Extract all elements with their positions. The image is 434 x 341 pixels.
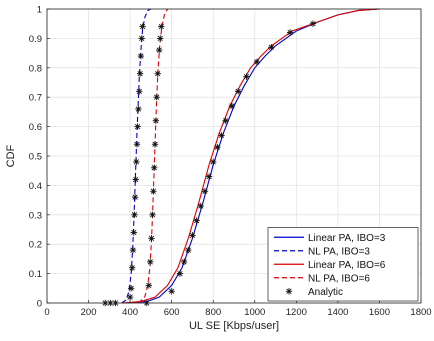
data-point-marker xyxy=(157,35,163,41)
x-tick-label: 800 xyxy=(205,307,221,318)
data-point-marker xyxy=(158,23,164,29)
data-point-marker xyxy=(150,188,156,194)
data-point-marker xyxy=(131,229,137,235)
x-tick-label: 1400 xyxy=(327,307,348,318)
data-point-marker xyxy=(129,265,135,271)
data-point-marker xyxy=(155,70,161,76)
data-point-marker xyxy=(127,294,133,300)
data-point-marker xyxy=(139,35,145,41)
legend-label-analytic: Analytic xyxy=(308,287,343,298)
data-point-marker xyxy=(254,59,260,65)
data-point-marker xyxy=(177,270,183,276)
data-point-marker xyxy=(156,47,162,53)
data-point-marker xyxy=(146,282,152,288)
data-point-marker xyxy=(128,285,134,291)
data-point-marker xyxy=(137,70,143,76)
legend-label-linear-pa-ibo-3: Linear PA, IBO=3 xyxy=(308,233,386,244)
y-tick-label: 0.7 xyxy=(29,93,42,104)
x-tick-label: 600 xyxy=(164,307,180,318)
x-tick-label: 0 xyxy=(44,307,49,318)
x-tick-label: 200 xyxy=(81,307,97,318)
y-tick-label: 0.6 xyxy=(29,122,42,133)
data-point-marker xyxy=(148,235,154,241)
data-point-marker xyxy=(235,88,241,94)
data-point-marker xyxy=(134,141,140,147)
x-tick-label: 1200 xyxy=(286,307,307,318)
y-tick-label: 0.3 xyxy=(29,210,42,221)
data-point-marker xyxy=(218,132,224,138)
data-point-marker xyxy=(287,29,293,35)
data-point-marker xyxy=(202,188,208,194)
legend-label-nl-pa-ibo-6: NL PA, IBO=6 xyxy=(308,273,370,284)
data-point-marker xyxy=(139,23,145,29)
data-point-marker xyxy=(222,118,228,124)
legend: Linear PA, IBO=3 NL PA, IBO=3 Linear PA, I… xyxy=(268,228,418,302)
y-tick-label: 0.5 xyxy=(29,152,42,163)
y-tick-label: 0.1 xyxy=(29,269,42,280)
data-point-marker xyxy=(133,176,139,182)
legend-marker-analytic xyxy=(286,288,292,294)
data-point-marker xyxy=(243,73,249,79)
data-point-marker xyxy=(136,88,142,94)
data-point-marker xyxy=(152,141,158,147)
data-point-marker xyxy=(133,159,139,165)
data-point-marker xyxy=(147,259,153,265)
data-point-marker xyxy=(181,259,187,265)
data-point-marker xyxy=(198,203,204,209)
y-tick-label: 1 xyxy=(37,5,42,16)
data-point-marker xyxy=(138,53,144,59)
y-tick-label: 0.8 xyxy=(29,63,42,74)
data-point-marker xyxy=(149,212,155,218)
data-point-marker xyxy=(130,247,136,253)
data-point-marker xyxy=(206,173,212,179)
data-point-marker xyxy=(151,165,157,171)
y-tick-label: 0.4 xyxy=(29,181,42,192)
data-point-marker xyxy=(168,288,174,294)
y-tick-label: 0.2 xyxy=(29,240,42,251)
y-axis-label: CDF xyxy=(5,144,17,167)
data-point-marker xyxy=(193,217,199,223)
x-axis-label: UL SE [Kbps/user] xyxy=(189,320,279,332)
data-point-marker xyxy=(131,212,137,218)
data-point-marker xyxy=(210,159,216,165)
x-tick-label: 1800 xyxy=(410,307,431,318)
data-point-marker xyxy=(310,21,316,27)
data-point-marker xyxy=(214,144,220,150)
data-point-marker xyxy=(268,44,274,50)
data-point-marker xyxy=(185,247,191,253)
data-point-marker xyxy=(134,123,140,129)
data-point-marker xyxy=(132,194,138,200)
y-tick-label: 0 xyxy=(37,299,42,310)
legend-label-linear-pa-ibo-6: Linear PA, IBO=6 xyxy=(308,260,386,271)
x-tick-label: 1600 xyxy=(369,307,390,318)
data-point-marker xyxy=(154,94,160,100)
y-tick-label: 0.9 xyxy=(29,34,42,45)
x-tick-label: 400 xyxy=(122,307,138,318)
data-point-marker xyxy=(153,118,159,124)
data-point-marker xyxy=(229,103,235,109)
data-point-marker xyxy=(189,232,195,238)
legend-label-nl-pa-ibo-3: NL PA, IBO=3 xyxy=(308,246,370,257)
x-tick-label: 1000 xyxy=(244,307,265,318)
data-point-marker xyxy=(135,106,141,112)
